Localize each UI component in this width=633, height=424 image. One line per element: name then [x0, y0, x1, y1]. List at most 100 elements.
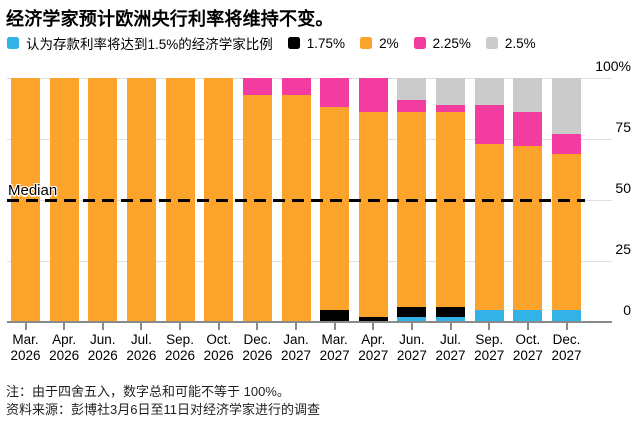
bar-segment-25	[474, 78, 504, 105]
x-tick-label: Jun. 2027	[396, 332, 427, 363]
bar-segment-15	[436, 317, 466, 322]
bar-segment-25	[397, 78, 427, 100]
bar-segment-15	[552, 309, 581, 322]
x-tick-label: Dec. 2027	[551, 332, 582, 363]
bar-segment-25	[552, 78, 581, 135]
x-tick	[63, 323, 66, 330]
bar-jan-2027	[281, 78, 311, 322]
x-tick-label: Oct. 2027	[512, 332, 543, 363]
x-tick	[217, 323, 220, 330]
bar-segment-175	[436, 307, 466, 318]
x-tick	[101, 323, 104, 330]
x-tick	[565, 323, 568, 330]
x-tick-label: Jan. 2027	[280, 332, 312, 363]
x-tick-label: Apr. 2027	[358, 332, 389, 363]
median-line	[7, 199, 585, 202]
median-label: Median	[8, 182, 58, 199]
x-tick	[333, 323, 336, 330]
x-tick	[295, 323, 297, 330]
bar-segment-175	[320, 309, 350, 322]
bar-segment-2	[436, 112, 466, 308]
bar-segment-225	[242, 78, 272, 96]
x-axis-line	[7, 321, 612, 323]
x-tick	[24, 323, 27, 330]
legend-item-rate-2-25: 2.25%	[413, 35, 471, 51]
bar-segment-225	[320, 78, 350, 108]
x-tick-label: Mar. 2026	[10, 332, 41, 363]
bar-segment-225	[358, 78, 388, 113]
x-tick	[179, 323, 182, 330]
y-tick-label-50: 50	[615, 180, 631, 196]
bar-segment-225	[552, 134, 581, 154]
legend-item-rate-1-75: 1.75%	[287, 35, 346, 51]
note-source: 资料来源：彭博社3月6日至11日对经济学家进行的调查	[6, 402, 320, 417]
bar-jun-2027	[397, 78, 427, 322]
bar-segment-15	[513, 309, 543, 322]
bar-dec-2026	[242, 78, 272, 322]
x-tick-label: Oct. 2026	[203, 332, 234, 363]
x-tick	[449, 323, 452, 330]
x-tick-label: Mar. 2027	[319, 332, 350, 363]
y-tick-label-25: 25	[615, 241, 631, 257]
bar-segment-175	[358, 317, 388, 322]
x-tick-label: Jul. 2026	[126, 332, 157, 363]
x-tick	[526, 323, 529, 330]
legend: 认为存款利率将达到1.5%的经济学家比例 1.75% 2% 2.25% 2.5%	[7, 33, 536, 53]
bar-segment-225	[513, 112, 543, 147]
bar-segment-2	[552, 153, 581, 310]
legend-label-rate-2: 2%	[379, 35, 399, 51]
legend-label-rate-2-5: 2.5%	[504, 35, 536, 51]
bar-segment-15	[474, 309, 504, 322]
bar-segment-2	[397, 112, 427, 308]
x-tick	[488, 323, 491, 330]
bar-segment-2	[513, 146, 543, 310]
bar-segment-2	[242, 95, 272, 322]
legend-label-rate-1-75: 1.75%	[306, 35, 346, 51]
bar-segment-2	[358, 112, 388, 318]
bar-segment-2	[320, 107, 350, 310]
x-tick	[140, 323, 143, 330]
chart-title: 经济学家预计欧洲央行利率将维持不变。	[6, 9, 334, 29]
footnotes: 注：由于四舍五入，数字总和可能不等于 100%。 资料来源：彭博社3月6日至11…	[6, 383, 320, 419]
bar-segment-225	[281, 78, 311, 96]
legend-swatch-rate-2-25	[413, 37, 426, 49]
x-tick-label: Sep. 2026	[165, 332, 196, 363]
bar-segment-225	[474, 104, 504, 144]
y-tick-label-75: 75	[615, 119, 631, 135]
x-tick	[410, 323, 413, 330]
bar-segment-175	[397, 307, 427, 318]
bar-segment-2	[474, 143, 504, 310]
x-tick	[256, 323, 259, 330]
x-tick-label: Jul. 2027	[435, 332, 466, 363]
bar-segment-25	[436, 78, 466, 105]
x-tick-label: Dec. 2026	[242, 332, 273, 363]
bar-mar-2027	[320, 78, 350, 322]
bar-segment-25	[513, 78, 543, 113]
bar-segment-15	[397, 317, 427, 322]
bar-oct-2027	[513, 78, 543, 322]
y-tick-label-100%: 100%	[595, 58, 631, 74]
legend-swatch-rate-2	[360, 37, 373, 49]
legend-item-rate-1-5: 认为存款利率将达到1.5%的经济学家比例	[7, 33, 273, 53]
bar-segment-225	[397, 100, 427, 113]
legend-label-rate-2-25: 2.25%	[432, 35, 471, 51]
x-tick	[372, 323, 375, 330]
bar-jul-2027	[436, 78, 466, 322]
legend-swatch-rate-2-5	[485, 37, 498, 49]
x-tick-label: Apr. 2026	[49, 332, 80, 363]
legend-item-rate-2: 2%	[360, 36, 399, 51]
bar-segment-2	[281, 95, 311, 322]
bar-sep-2027	[474, 78, 504, 322]
x-tick-label: Jun. 2026	[87, 332, 118, 363]
bar-dec-2027	[552, 78, 581, 322]
legend-swatch-rate-1-75	[287, 37, 300, 49]
bar-apr-2027	[358, 78, 388, 322]
bar-segment-225	[436, 104, 466, 113]
note-rounding: 注：由于四舍五入，数字总和可能不等于 100%。	[6, 384, 290, 399]
legend-swatch-rate-1-5	[7, 37, 19, 49]
x-tick-label: Sep. 2027	[474, 332, 505, 363]
legend-label-rate-1-5: 认为存款利率将达到1.5%的经济学家比例	[26, 37, 273, 52]
y-tick-label-0: 0	[623, 302, 631, 318]
